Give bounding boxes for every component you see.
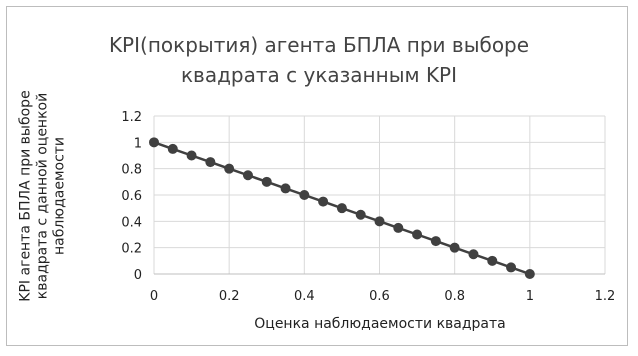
data-point <box>468 249 479 260</box>
chart-title: KPI(покрытия) агента БПЛА при выборе ква… <box>0 30 638 90</box>
data-point <box>280 183 291 194</box>
data-point <box>224 163 235 174</box>
data-point <box>261 176 272 187</box>
y-tick-label: 1 <box>134 136 142 151</box>
y-tick-label: 1.2 <box>121 110 142 125</box>
data-point <box>167 143 178 154</box>
x-tick-label: 0.6 <box>369 289 390 304</box>
data-point <box>186 150 197 161</box>
y-tick-label: 0 <box>134 268 142 283</box>
data-point <box>393 222 404 233</box>
data-point <box>412 229 423 240</box>
x-tick-label: 0.2 <box>219 289 240 304</box>
data-point <box>449 242 460 253</box>
x-axis-label: Оценка наблюдаемости квадрата <box>254 316 506 332</box>
x-tick-label: 1 <box>526 289 534 304</box>
y-tick-label: 0.2 <box>121 242 142 257</box>
x-tick-label: 0.4 <box>294 289 315 304</box>
data-point <box>487 255 498 266</box>
y-tick-label: 0.4 <box>121 215 142 230</box>
data-point <box>149 137 159 148</box>
x-tick-label: 1.2 <box>595 289 616 304</box>
x-tick-label: 0 <box>150 289 158 304</box>
data-point <box>506 262 517 273</box>
data-point <box>318 196 329 207</box>
data-point <box>299 190 310 200</box>
data-point <box>355 209 366 220</box>
chart-frame <box>6 6 628 346</box>
chart-title-line-1: KPI(покрытия) агента БПЛА при выборе <box>108 33 530 57</box>
y-tick-label: 0.6 <box>121 189 142 204</box>
chart-title-line-2: квадрата с указанным KPI <box>180 63 458 87</box>
data-point <box>336 203 347 214</box>
data-point <box>205 157 216 168</box>
data-point <box>374 216 385 227</box>
data-point <box>524 269 535 279</box>
data-point <box>430 236 441 247</box>
data-point <box>242 170 253 181</box>
y-tick-label: 0.8 <box>121 163 142 178</box>
x-tick-label: 0.8 <box>444 289 465 304</box>
